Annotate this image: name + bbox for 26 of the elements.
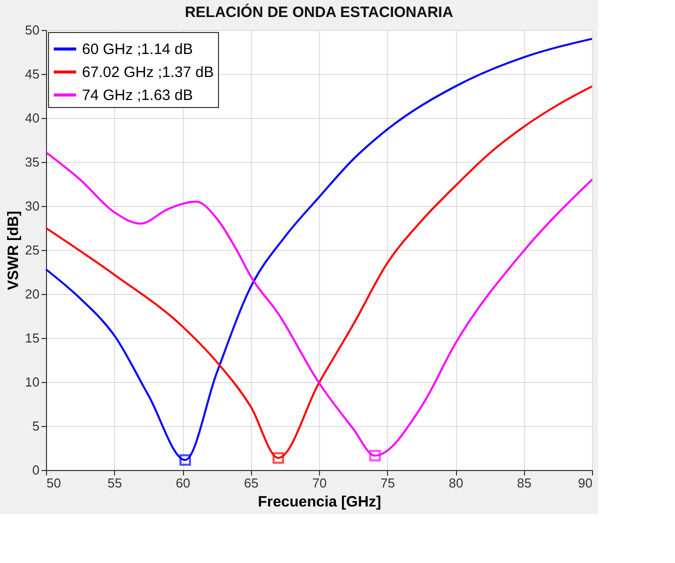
legend-label: 67.02 GHz ;1.37 dB [82,64,214,81]
x-tick-label: 70 [312,476,327,490]
y-tick-label: 20 [25,286,40,302]
chart-title: RELACIÓN DE ONDA ESTACIONARIA [184,3,454,21]
y-tick-label: 10 [25,374,40,390]
x-tick-label: 90 [578,476,592,490]
x-tick-label: 55 [108,476,122,490]
x-tick-label: 80 [448,476,464,490]
y-tick-label: 50 [25,22,40,38]
y-tick-label: 45 [25,66,40,82]
legend-label: 74 GHz ;1.63 dB [82,87,193,104]
y-tick-label: 0 [32,462,40,478]
x-tick-label: 65 [244,476,258,490]
x-tick-label: 50 [46,476,61,490]
x-tick-label: 60 [176,476,190,490]
x-axis-title: Frecuencia [GHz] [258,494,382,510]
y-tick-label: 5 [32,418,40,434]
y-tick-label: 30 [25,198,40,214]
x-tick-label: 85 [517,476,532,490]
legend-label: 60 GHz ;1.14 dB [82,41,193,58]
y-tick-label: 15 [25,330,40,346]
x-tick-label: 75 [380,476,395,490]
y-tick-label: 25 [25,242,40,258]
y-tick-label: 40 [25,110,40,126]
y-tick-label: 35 [25,154,40,170]
y-axis-title: VSWR [dB] [5,210,22,290]
